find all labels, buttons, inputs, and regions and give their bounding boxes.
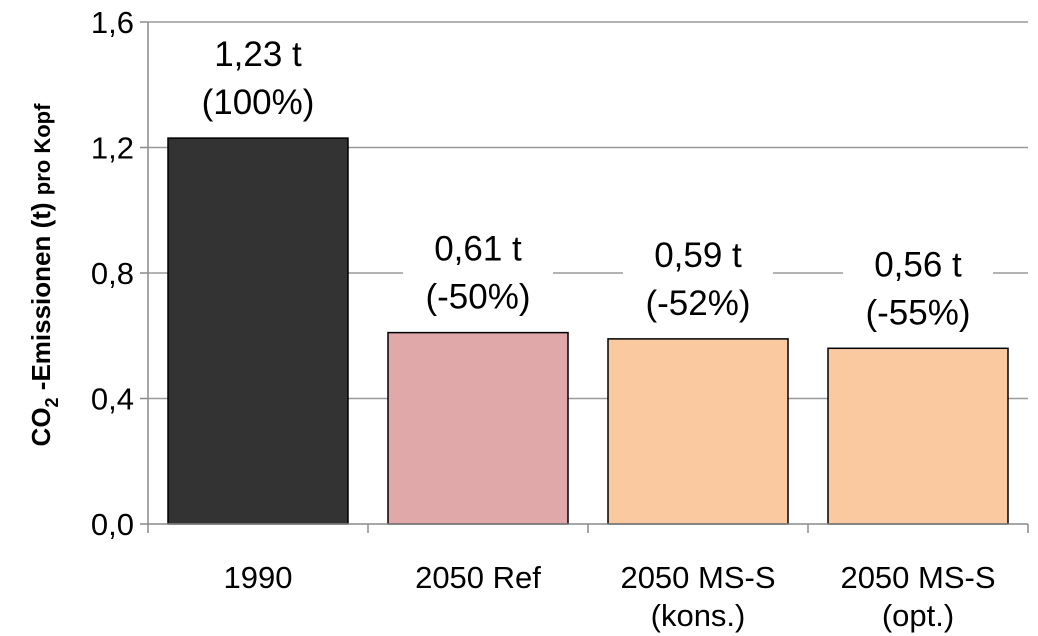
data-label: 0,61 t — [434, 230, 522, 269]
x-tick-label: (opt.) — [882, 598, 954, 633]
data-label: (-50%) — [425, 278, 530, 317]
data-label: (100%) — [202, 83, 315, 122]
y-tick-label: 0,0 — [91, 507, 134, 542]
data-label: 1,23 t — [214, 35, 302, 74]
data-label: (-52%) — [645, 284, 750, 323]
x-tick-label: 2050 Ref — [415, 560, 541, 595]
bar — [167, 137, 349, 525]
y-tick-label: 1,6 — [91, 5, 134, 40]
x-tick-label: 2050 MS-S — [620, 560, 775, 595]
y-axis-label: CO2 -Emissionen (t) pro Kopf — [26, 103, 62, 447]
y-tick-label: 0,8 — [91, 256, 134, 291]
labels: 0,0 0,4 0,8 1,2 1,6 1,23 t (100%) 1990 0,61 t (-5… — [91, 5, 996, 633]
y-tick-label: 1,2 — [91, 131, 134, 166]
data-label-background — [183, 32, 333, 133]
data-label: (-55%) — [865, 293, 970, 332]
axes — [140, 21, 1029, 533]
data-label: 0,59 t — [654, 236, 742, 275]
data-label: 0,56 t — [874, 245, 962, 284]
x-tick-label: 2050 MS-S — [840, 560, 995, 595]
bar — [387, 331, 569, 525]
data-label-background — [843, 242, 993, 343]
x-tick-label: 1990 — [224, 560, 293, 595]
data-label-background — [623, 232, 773, 333]
bar — [827, 347, 1009, 525]
y-tick-label: 0,4 — [91, 382, 134, 417]
bar — [607, 338, 789, 525]
bars — [167, 137, 1009, 525]
data-label-background — [403, 226, 553, 327]
x-tick-label: (kons.) — [651, 598, 746, 633]
